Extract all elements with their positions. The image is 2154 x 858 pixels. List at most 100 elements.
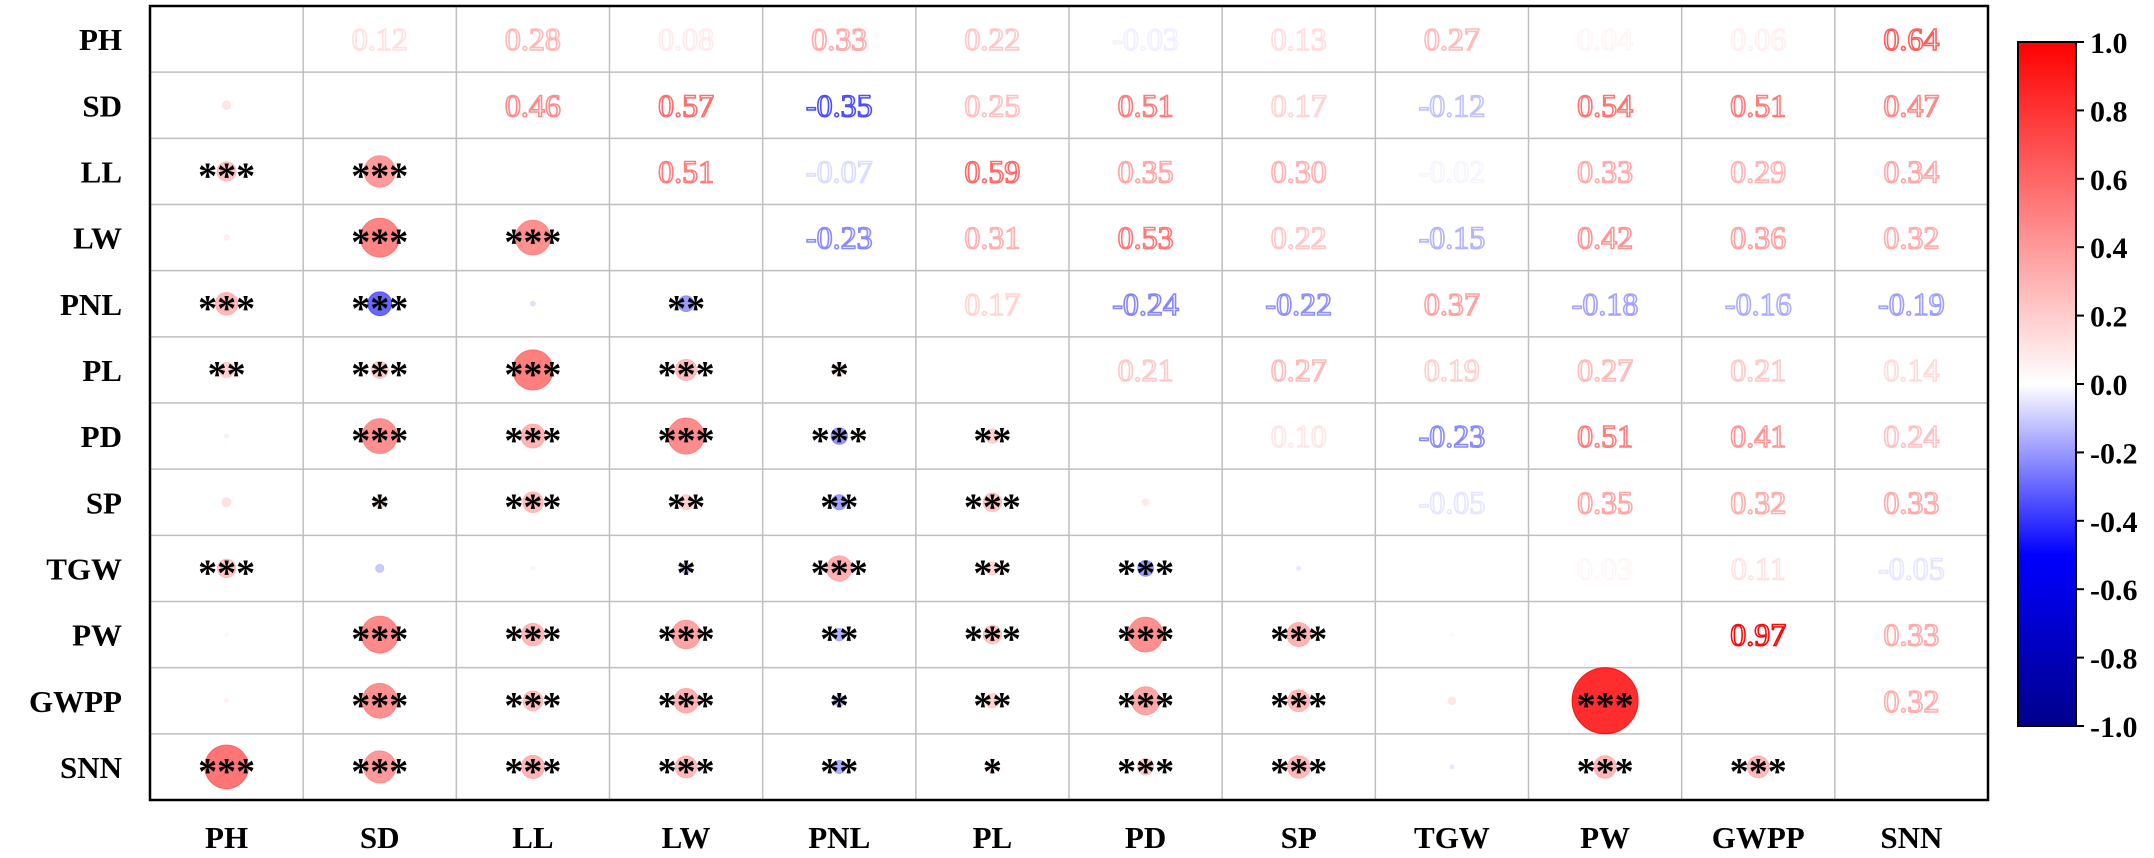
grid-layer bbox=[148, 4, 1990, 802]
value-label: 0.03 bbox=[1577, 550, 1633, 586]
correlation-circle bbox=[370, 360, 389, 379]
value-label: 0.35 bbox=[1577, 484, 1633, 520]
significance-stars: *** bbox=[1117, 552, 1174, 594]
value-label: 0.42 bbox=[1577, 220, 1633, 256]
value-label: 0.64 bbox=[1883, 21, 1939, 57]
correlation-circle bbox=[221, 497, 232, 508]
significance-stars: *** bbox=[504, 685, 561, 727]
value-label: 0.08 bbox=[658, 21, 714, 57]
significance-stars: *** bbox=[504, 486, 561, 528]
col-label-gwpp: GWPP bbox=[1712, 820, 1805, 855]
significance-stars: *** bbox=[351, 354, 408, 396]
correlation-circle bbox=[359, 217, 400, 258]
correlation-circle bbox=[530, 300, 536, 307]
correlation-circle bbox=[984, 428, 1001, 444]
value-label: 0.32 bbox=[1730, 484, 1786, 520]
significance-stars: * bbox=[370, 486, 389, 528]
value-label: 0.12 bbox=[352, 21, 408, 57]
row-label-pl: PL bbox=[82, 353, 122, 388]
col-label-sd: SD bbox=[360, 820, 400, 855]
significance-stars: *** bbox=[658, 420, 715, 462]
correlation-circle bbox=[667, 417, 705, 455]
colorbar-tick-label: -0.4 bbox=[2090, 506, 2138, 539]
row-label-ll: LL bbox=[81, 154, 122, 189]
correlation-circle bbox=[833, 694, 846, 707]
significance-stars: *** bbox=[198, 751, 255, 793]
significance-stars: *** bbox=[351, 420, 408, 462]
colorbar: 1.0 0.8 0.6 0.4 0.2 0.0 -0.2 -0.4 -0.6 -0.8 -1.0 bbox=[2017, 27, 2138, 744]
significance-stars: *** bbox=[351, 619, 408, 661]
value-label: 0.41 bbox=[1730, 418, 1786, 454]
correlation-circle bbox=[522, 491, 544, 513]
value-label: -0.23 bbox=[1419, 418, 1486, 454]
plot-frame bbox=[148, 4, 1990, 802]
correlation-circle bbox=[675, 358, 698, 381]
significance-stars: *** bbox=[964, 619, 1021, 661]
value-label: 0.10 bbox=[1271, 418, 1327, 454]
value-label: 0.51 bbox=[658, 153, 714, 189]
correlation-circle bbox=[982, 492, 1003, 512]
value-label: 0.14 bbox=[1883, 352, 1939, 388]
value-label: 0.31 bbox=[964, 220, 1020, 256]
cell-layer: 0.12 0.28 0.08 0.33 0.22 -0.03 0.13 0.27 0.04 0.0… bbox=[198, 20, 1945, 793]
correlation-circle bbox=[1286, 622, 1312, 647]
row-label-pw: PW bbox=[72, 618, 122, 653]
significance-stars: *** bbox=[658, 619, 715, 661]
correlation-circle bbox=[512, 349, 554, 391]
value-label: 0.51 bbox=[1577, 418, 1633, 454]
value-label: 0.29 bbox=[1730, 153, 1786, 189]
correlation-circle bbox=[1593, 755, 1617, 779]
significance-stars: ** bbox=[820, 751, 858, 793]
correlation-circle bbox=[222, 100, 232, 110]
significance-stars: *** bbox=[964, 486, 1021, 528]
significance-stars: *** bbox=[658, 685, 715, 727]
row-label-ph: PH bbox=[79, 22, 122, 57]
value-label: -0.12 bbox=[1419, 87, 1486, 123]
correlation-circle bbox=[218, 361, 235, 378]
correlation-circle bbox=[832, 363, 846, 377]
significance-stars: *** bbox=[351, 222, 408, 264]
value-label: 0.32 bbox=[1883, 220, 1939, 256]
correlation-circle bbox=[224, 632, 230, 638]
correlation-circle bbox=[831, 494, 848, 511]
significance-stars: *** bbox=[351, 751, 408, 793]
correlation-circle bbox=[361, 418, 398, 454]
significance-stars: *** bbox=[198, 288, 255, 330]
value-label: 0.06 bbox=[1730, 21, 1786, 57]
correlation-circle bbox=[1131, 686, 1161, 716]
value-label: 0.13 bbox=[1271, 21, 1327, 57]
significance-stars: ** bbox=[667, 486, 705, 528]
significance-stars: *** bbox=[504, 420, 561, 462]
value-label: -0.19 bbox=[1878, 286, 1945, 322]
correlation-circle bbox=[224, 433, 230, 439]
value-label: 0.34 bbox=[1883, 153, 1939, 189]
col-label-pw: PW bbox=[1580, 820, 1630, 855]
correlation-circle bbox=[522, 690, 544, 712]
significance-stars: *** bbox=[1577, 751, 1634, 793]
correlation-circle bbox=[1449, 632, 1455, 638]
significance-stars: *** bbox=[811, 552, 868, 594]
row-label-pnl: PNL bbox=[60, 287, 122, 322]
value-label: 0.27 bbox=[1424, 21, 1480, 57]
correlation-circle bbox=[1137, 560, 1154, 577]
value-label: -0.05 bbox=[1878, 550, 1945, 586]
correlation-circle bbox=[204, 744, 249, 790]
value-label: 0.19 bbox=[1424, 352, 1480, 388]
correlation-circle bbox=[1141, 498, 1150, 507]
value-label: 0.59 bbox=[964, 153, 1020, 189]
value-label: 0.28 bbox=[505, 21, 561, 57]
value-label: -0.07 bbox=[806, 153, 873, 189]
significance-stars: *** bbox=[198, 552, 255, 594]
row-label-sp: SP bbox=[86, 485, 122, 520]
correlation-circle bbox=[515, 219, 551, 256]
correlation-circle bbox=[984, 693, 1001, 709]
value-label: 0.11 bbox=[1731, 550, 1786, 586]
correlation-circle bbox=[982, 624, 1003, 645]
correlation-circle bbox=[830, 427, 848, 445]
value-label: -0.05 bbox=[1419, 484, 1486, 520]
value-label: 0.25 bbox=[964, 87, 1020, 123]
value-label: 0.32 bbox=[1883, 683, 1939, 719]
correlation-circle bbox=[530, 565, 536, 571]
significance-stars: *** bbox=[504, 354, 561, 396]
